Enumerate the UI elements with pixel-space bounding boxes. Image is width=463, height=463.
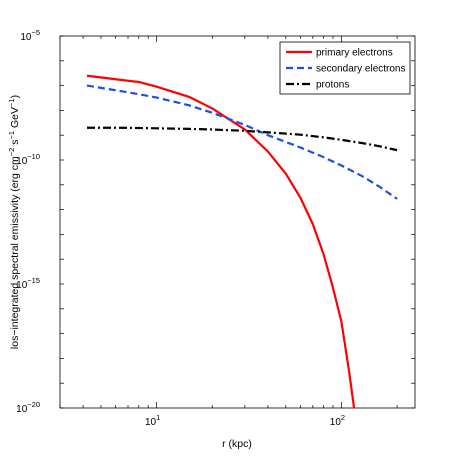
y-axis-label: los−integrated spectral emissivity (erg … (7, 95, 21, 349)
plot-area (59, 35, 416, 409)
series-line-protons (87, 126, 398, 152)
series-line-primary-electrons (86, 74, 356, 409)
x-tick-label: 101 (145, 413, 160, 428)
legend-label-protons: protons (316, 80, 349, 91)
y-tick-label: 10−20 (16, 400, 40, 415)
legend-label-primary-electrons: primary electrons (316, 48, 393, 59)
legend-label-secondary-electrons: secondary electrons (316, 64, 406, 75)
series-layer (86, 74, 398, 409)
x-tick-label: 102 (330, 413, 345, 428)
y-tick-label: 10−15 (16, 276, 40, 291)
x-axis-label: r (kpc) (222, 438, 252, 450)
axis-ticks: 101 102 10−5 10−10 10−15 10−20 (16, 28, 415, 428)
y-tick-label: 10−5 (20, 28, 40, 43)
y-tick-label: 10−10 (16, 152, 40, 167)
legend: primary electrons secondary electrons prot… (279, 41, 411, 95)
series-line-secondary-electrons (86, 84, 398, 200)
